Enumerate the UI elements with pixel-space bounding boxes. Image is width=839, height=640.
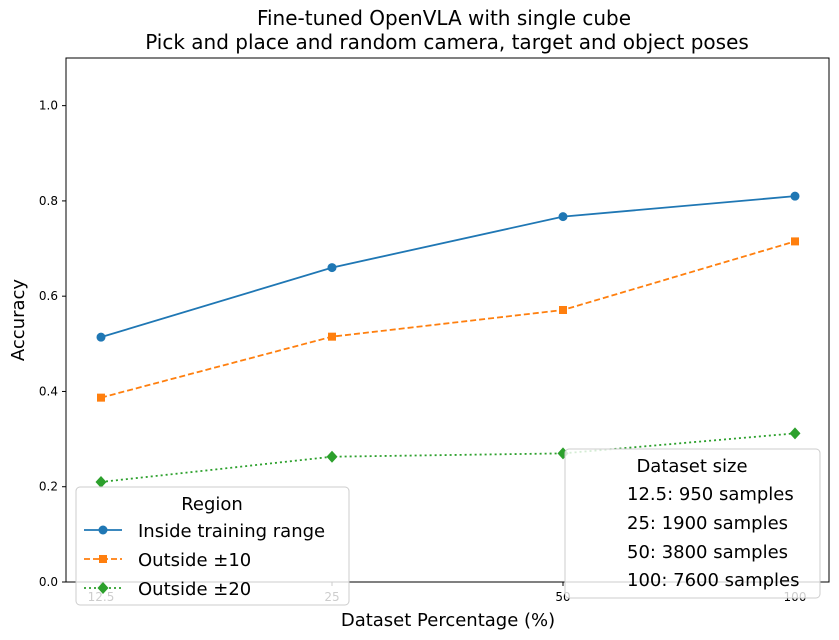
data-point [558, 212, 568, 222]
data-point [97, 393, 105, 402]
y-tick-label: 0.2 [39, 480, 58, 494]
dataset-size-line: 100: 7600 samples [627, 570, 800, 591]
dataset-size-line: 50: 3800 samples [627, 542, 788, 563]
dataset-size-box: Dataset size 12.5: 950 samples 25: 1900 … [564, 448, 821, 599]
legend-region: Region Inside training range Outside ±10 O… [75, 486, 350, 606]
y-tick-label: 0.4 [39, 384, 58, 398]
y-tick-label: 0.6 [39, 289, 58, 303]
legend-label: Outside ±10 [138, 550, 251, 571]
legend-frame [75, 486, 350, 606]
y-axis: 0.0 0.2 0.4 0.6 0.8 1.0 [39, 99, 66, 589]
y-tick-label: 1.0 [39, 99, 58, 113]
legend-label: Inside training range [138, 521, 325, 542]
dataset-size-line: 25: 1900 samples [627, 513, 788, 534]
data-point [790, 191, 800, 201]
data-point [328, 332, 336, 341]
data-point [327, 263, 337, 273]
chart-title: Fine-tuned OpenVLA with single cube [257, 6, 631, 30]
y-tick-label: 0.8 [39, 194, 58, 208]
chart-subtitle: Pick and place and random camera, target… [145, 30, 749, 54]
legend-entries: Inside training range Outside ±10 Outside … [84, 521, 325, 600]
x-axis-label: Dataset Percentage (%) [341, 610, 555, 631]
data-point [559, 305, 567, 314]
data-point [791, 237, 799, 246]
legend-title: Region [181, 494, 243, 515]
legend-swatch-marker [98, 525, 108, 535]
data-point [789, 427, 801, 440]
dataset-size-line: 12.5: 950 samples [627, 484, 794, 505]
series-line [100, 432, 796, 483]
dataset-size-title: Dataset size [636, 456, 747, 477]
legend-swatch-marker [99, 555, 107, 563]
data-point [96, 332, 106, 342]
y-tick-label: 0.0 [39, 575, 58, 589]
y-axis-label: Accuracy [8, 279, 29, 362]
series-2 [97, 237, 799, 402]
legend-label: Outside ±20 [138, 579, 251, 600]
series-line [100, 240, 796, 399]
data-point [326, 450, 338, 463]
series-line [100, 195, 796, 339]
dataset-size-frame [564, 448, 821, 599]
legend-swatch-marker [97, 582, 109, 594]
data-point [95, 475, 107, 488]
series-1 [96, 191, 800, 342]
series-layer [95, 191, 801, 488]
plot-area [65, 57, 830, 583]
